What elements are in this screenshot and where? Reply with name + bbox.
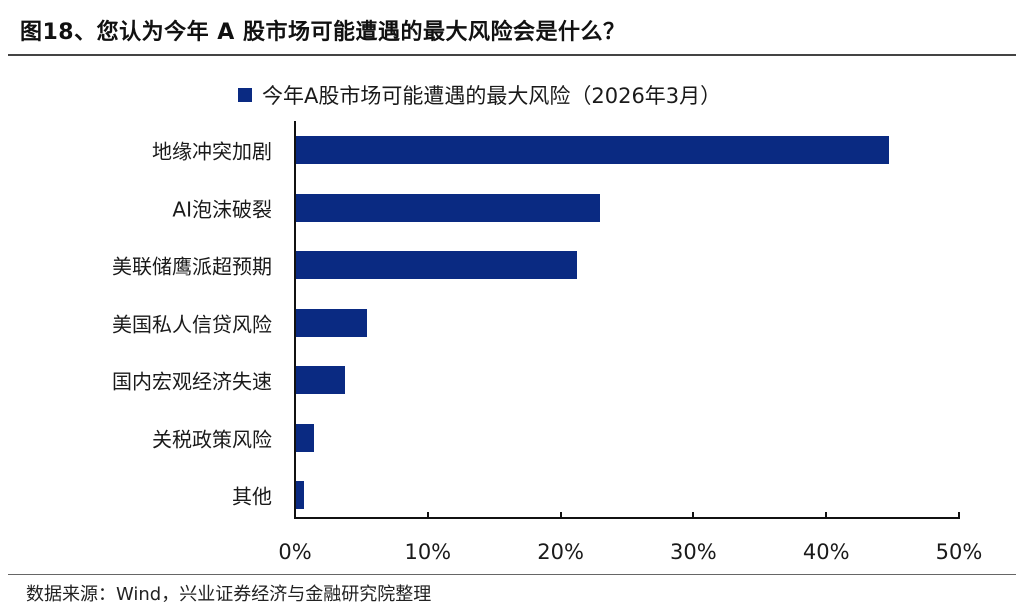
source-note: 数据来源：Wind，兴业证券经济与金融研究院整理 [26, 584, 432, 605]
bar [296, 423, 314, 452]
category-label: 地缘冲突加剧 [152, 139, 272, 164]
legend-swatch [238, 88, 252, 102]
x-tick-label: 10% [404, 540, 452, 564]
x-tick-label: 0% [278, 540, 312, 564]
bar [296, 136, 889, 164]
chart-legend: 今年A股市场可能遭遇的最大风险（2026年3月） [238, 80, 721, 110]
bar [296, 308, 367, 337]
source-rule [8, 574, 1016, 575]
category-label: 美联储鹰派超预期 [112, 254, 272, 279]
bar [296, 481, 305, 509]
bar [296, 251, 577, 279]
y-axis [294, 121, 296, 519]
x-tick-label: 50% [935, 540, 983, 564]
category-label: AI泡沫破裂 [172, 197, 272, 221]
x-tick-mark [559, 512, 562, 518]
title-rule [8, 54, 1016, 56]
category-label: 关税政策风险 [152, 427, 272, 451]
category-label: 其他 [232, 484, 272, 509]
x-tick-mark [426, 512, 429, 518]
x-tick-mark [825, 512, 828, 518]
x-tick-label: 20% [537, 540, 584, 564]
bar [296, 366, 346, 394]
figure-title: 图18、您认为今年 A 股市场可能遭遇的最大风险会是什么？ [20, 20, 626, 45]
x-tick-mark [958, 512, 960, 518]
bar [296, 193, 601, 222]
x-tick-label: 30% [670, 540, 717, 564]
x-tick-mark [692, 512, 695, 518]
x-axis [294, 517, 960, 519]
x-tick-label: 40% [802, 540, 850, 564]
category-label: 美国私人信贷风险 [112, 312, 272, 336]
legend-label: 今年A股市场可能遭遇的最大风险（2026年3月） [262, 84, 722, 108]
category-label: 国内宏观经济失速 [112, 369, 272, 394]
